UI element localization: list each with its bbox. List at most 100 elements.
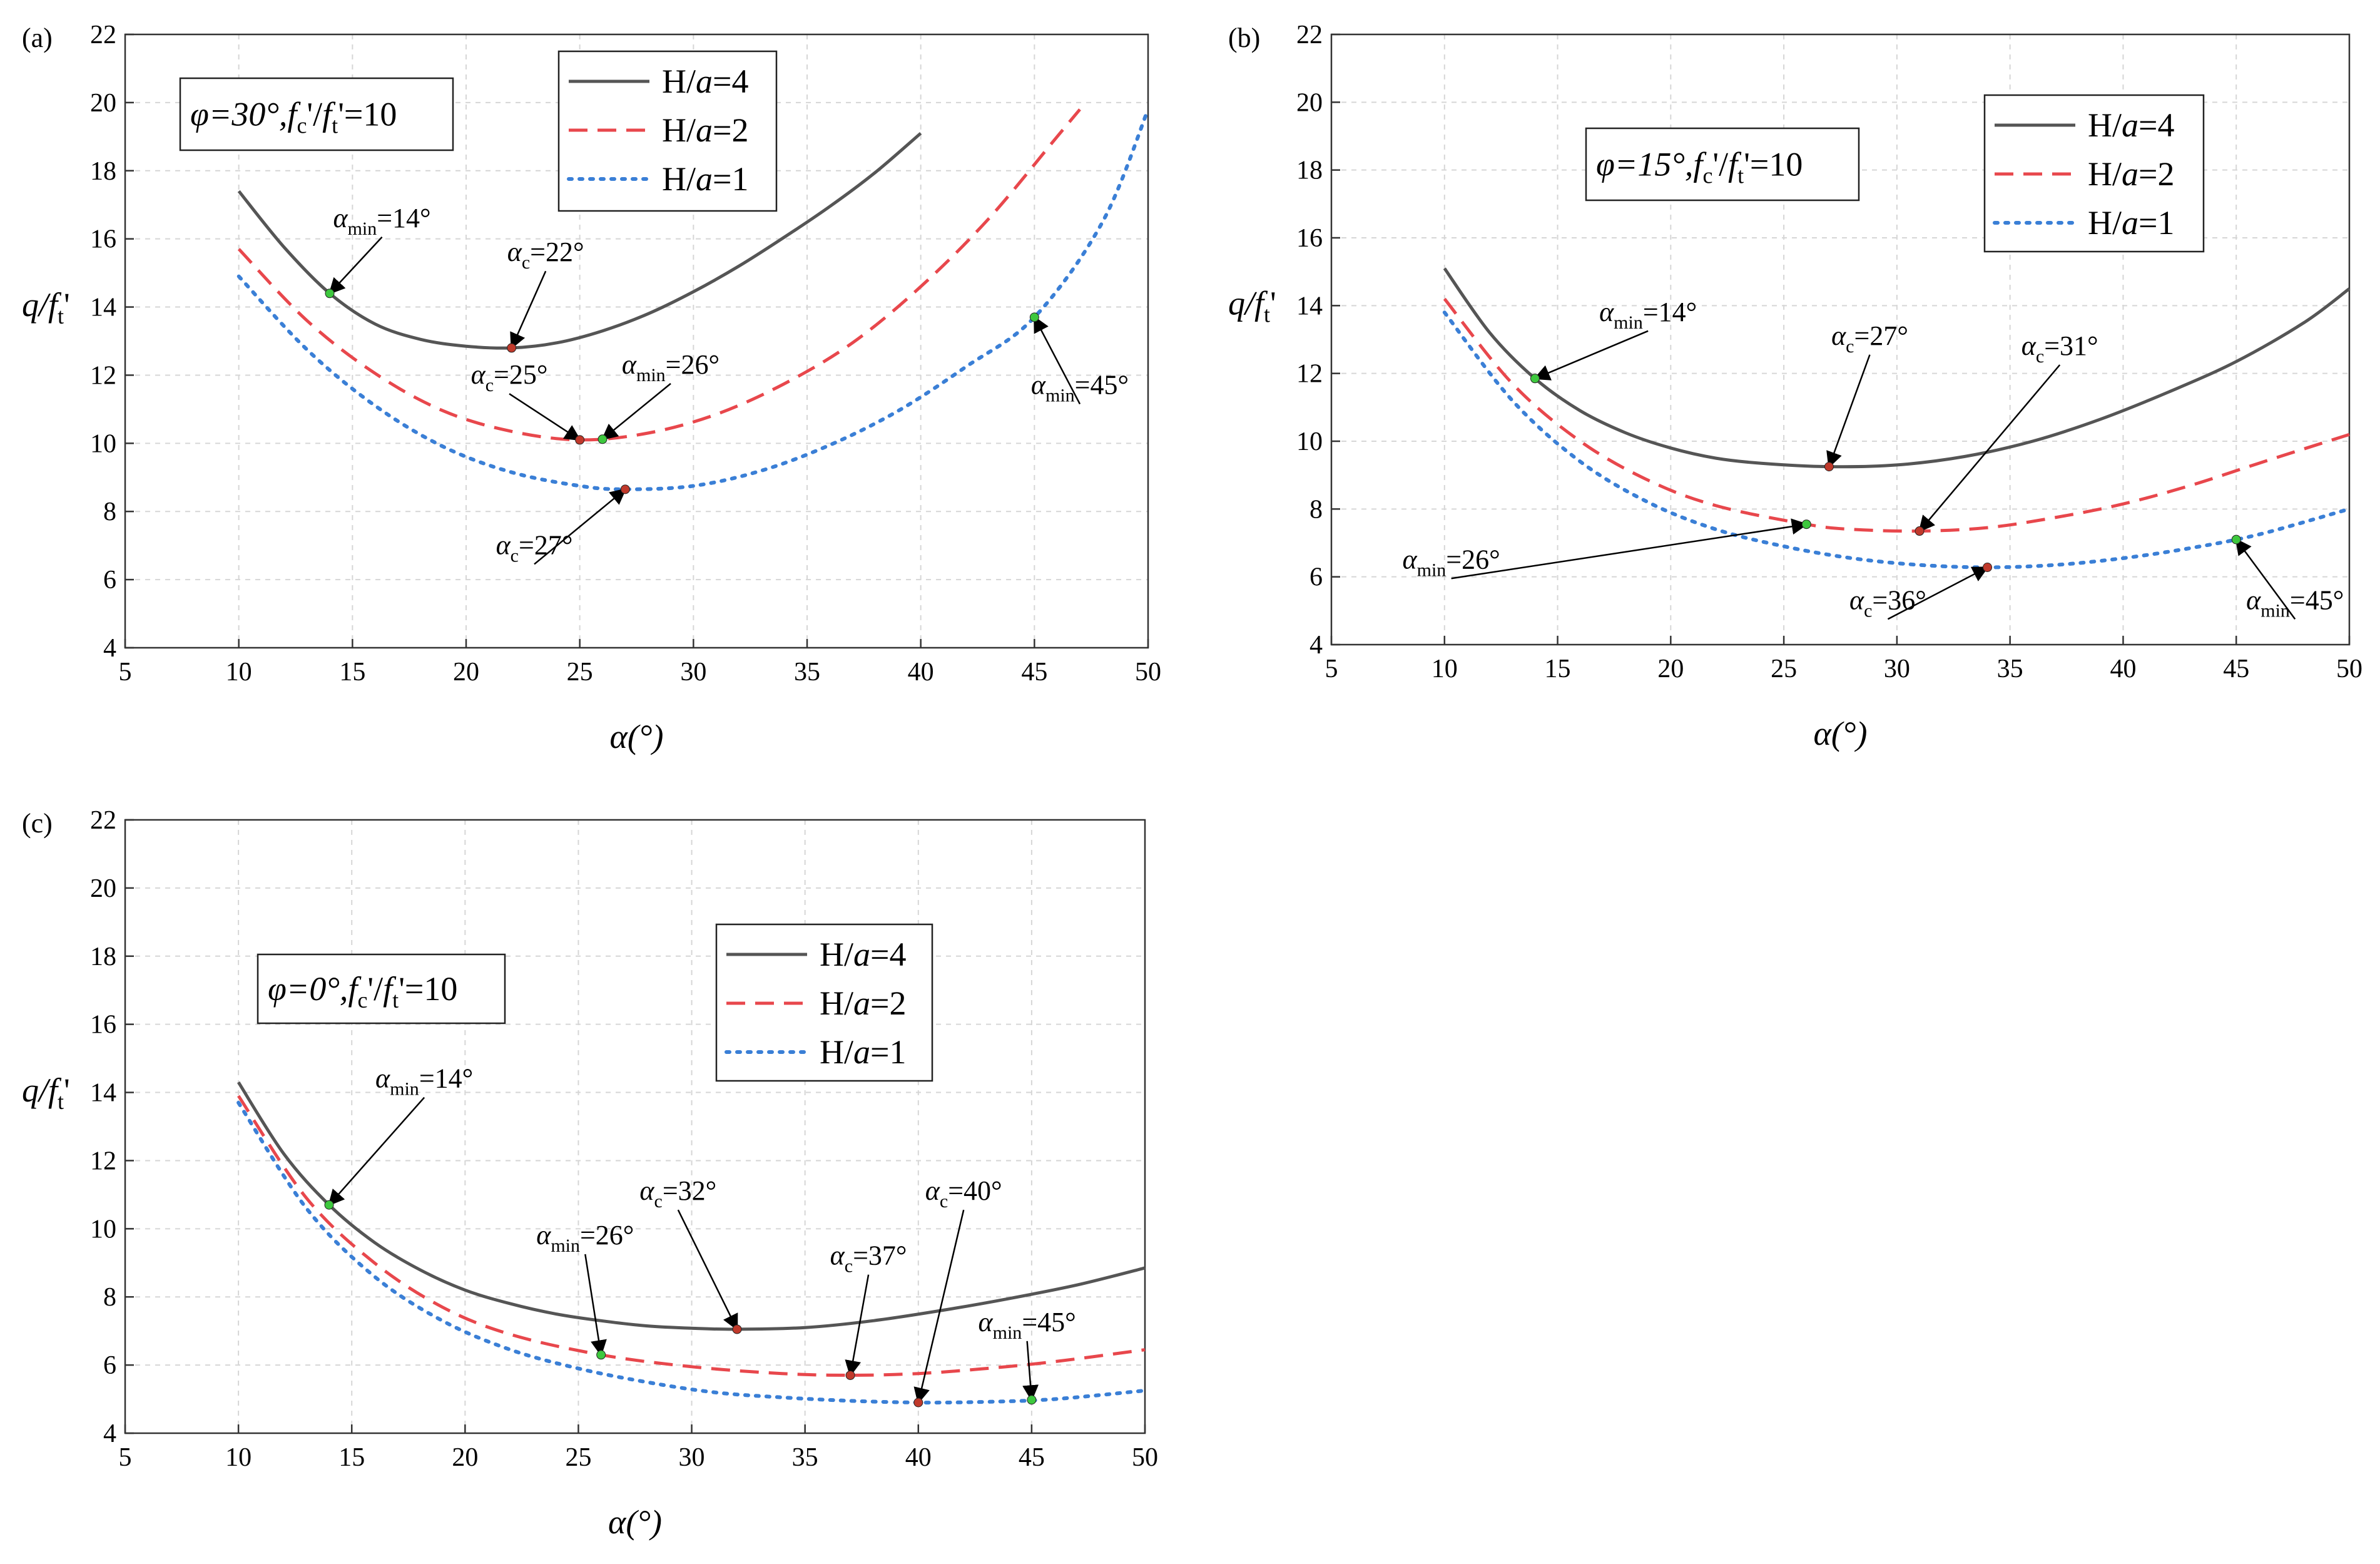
- x-tick-value: 10: [1432, 655, 1458, 683]
- legend-entry-italic: a: [696, 160, 713, 198]
- annotation-alpha: α: [979, 1307, 994, 1337]
- x-tick-label: 50: [1135, 658, 1161, 687]
- legend-entry: H/a=1: [2088, 204, 2174, 242]
- annotation-label: αc=40°: [925, 1175, 1002, 1212]
- y-tick-label: 10: [1296, 427, 1323, 456]
- data-point: [913, 1398, 923, 1408]
- y-tick-label: 18: [90, 157, 116, 186]
- x-tick-value: 30: [1884, 655, 1910, 683]
- annotation-subscript: c: [940, 1191, 948, 1212]
- legend-entry: H/a=2: [662, 111, 748, 149]
- y-axis-label-q: q: [22, 1071, 39, 1109]
- annotation-subscript: min: [390, 1079, 419, 1100]
- param-box-text: φ=30°,fc'/ft'=10: [190, 96, 397, 138]
- grid: [125, 819, 1146, 1434]
- y-tick-value: 6: [103, 566, 116, 595]
- y-tick-label: 22: [90, 806, 116, 835]
- series-line-dashed: [237, 108, 1081, 442]
- data-point: [1915, 526, 1925, 536]
- annotation-arrow: [510, 270, 547, 350]
- annotation-arrow: [1826, 354, 1871, 469]
- annotation-label: αmin=26°: [1403, 544, 1500, 580]
- y-tick-value: 20: [90, 874, 116, 903]
- x-tick-value: 10: [226, 658, 252, 687]
- y-tick-label: 14: [90, 1079, 116, 1108]
- annotation-subscript: c: [1846, 336, 1854, 357]
- legend-entry-post: =4: [2138, 106, 2174, 144]
- legend: H/a=4H/a=2H/a=1: [557, 50, 778, 212]
- param-mid: '/: [1712, 146, 1728, 183]
- annotation-arrow: [845, 1274, 870, 1377]
- annotation-subscript: c: [486, 375, 494, 396]
- legend-entry: H/a=2: [820, 984, 906, 1022]
- y-axis-label-prime: ': [64, 286, 70, 324]
- x-tick-label: 30: [679, 1443, 705, 1472]
- annotation-label: αmin=45°: [979, 1307, 1076, 1343]
- y-tick-label: 4: [103, 634, 116, 663]
- x-tick-value: 40: [908, 658, 934, 687]
- data-point: [1824, 462, 1834, 472]
- legend-entry-post: =1: [713, 160, 748, 198]
- x-tick-label: 35: [792, 1443, 818, 1472]
- x-tick-value: 45: [1021, 658, 1047, 687]
- annotation-subscript: min: [636, 365, 666, 386]
- param-phi: φ=0°,: [268, 970, 348, 1008]
- annotation-arrow: [328, 1096, 425, 1207]
- plot-frame: [124, 819, 1146, 1434]
- x-tick-value: 15: [338, 1443, 365, 1472]
- x-tick-value: 15: [1545, 655, 1571, 683]
- annotation-alpha: α: [471, 359, 486, 390]
- x-tick-value: 20: [453, 658, 479, 687]
- annotation-value: =31°: [2044, 330, 2098, 361]
- y-tick-value: 12: [1296, 360, 1323, 389]
- y-tick-label: 20: [90, 874, 116, 903]
- annotation-alpha: α: [2021, 330, 2037, 361]
- legend-entry-italic: a: [853, 936, 870, 973]
- annotation-label: αc=27°: [496, 529, 573, 566]
- annotation-subscript: min: [348, 218, 377, 239]
- x-tick-label: 15: [338, 1443, 365, 1472]
- y-tick-value: 18: [90, 943, 116, 971]
- param-phi: φ=30°,: [190, 96, 287, 133]
- legend-entry-pre: H/: [2088, 106, 2122, 144]
- legend-entry: H/a=1: [662, 160, 748, 198]
- legend: H/a=4H/a=2H/a=1: [715, 923, 933, 1082]
- y-axis-label: q/ft': [22, 286, 70, 329]
- annotation-arrow: [1034, 315, 1081, 405]
- x-tick-value: 35: [792, 1443, 818, 1472]
- y-tick-value: 18: [1296, 156, 1323, 185]
- legend-frame: [715, 923, 933, 1082]
- legend-entry-italic: a: [2122, 155, 2138, 193]
- x-tick-value: 40: [2110, 655, 2136, 683]
- annotation-label: αmin=14°: [375, 1063, 473, 1100]
- legend-entry: H/a=4: [662, 63, 748, 100]
- legend-entry-post: =1: [2138, 204, 2174, 242]
- legend-entry-italic: a: [696, 111, 713, 149]
- annotation-arrow: [534, 488, 627, 565]
- x-tick-label: 20: [452, 1443, 478, 1472]
- x-axis-label-text: α(°): [608, 1503, 662, 1541]
- x-tick-label: 5: [1325, 655, 1338, 683]
- x-tick-value: 15: [339, 658, 365, 687]
- y-tick-value: 10: [90, 1215, 116, 1244]
- y-axis-label-sub: t: [1264, 302, 1270, 327]
- annotation-alpha: α: [496, 529, 511, 560]
- y-axis-label-sub: t: [58, 1089, 64, 1114]
- annotation-subscript: min: [1045, 386, 1075, 406]
- annotation-value: =40°: [948, 1175, 1002, 1206]
- y-tick-value: 8: [103, 1283, 116, 1312]
- y-tick-label: 10: [90, 429, 116, 458]
- annotation-value: =26°: [1446, 544, 1500, 575]
- y-axis-label-prime: ': [64, 1071, 70, 1109]
- x-tick-label: 50: [2336, 655, 2362, 683]
- annotation-label: αmin=14°: [1599, 297, 1697, 333]
- x-tick-value: 5: [1325, 655, 1338, 683]
- y-tick-value: 4: [103, 634, 116, 663]
- annotation-subscript: min: [1614, 312, 1643, 333]
- legend-entry-pre: H/: [662, 111, 696, 149]
- y-tick-value: 14: [90, 1079, 116, 1108]
- x-tick-value: 25: [565, 1443, 591, 1472]
- x-tick-value: 35: [1997, 655, 2023, 683]
- legend-entry-pre: H/: [820, 1033, 853, 1071]
- annotation-value: =14°: [377, 203, 430, 233]
